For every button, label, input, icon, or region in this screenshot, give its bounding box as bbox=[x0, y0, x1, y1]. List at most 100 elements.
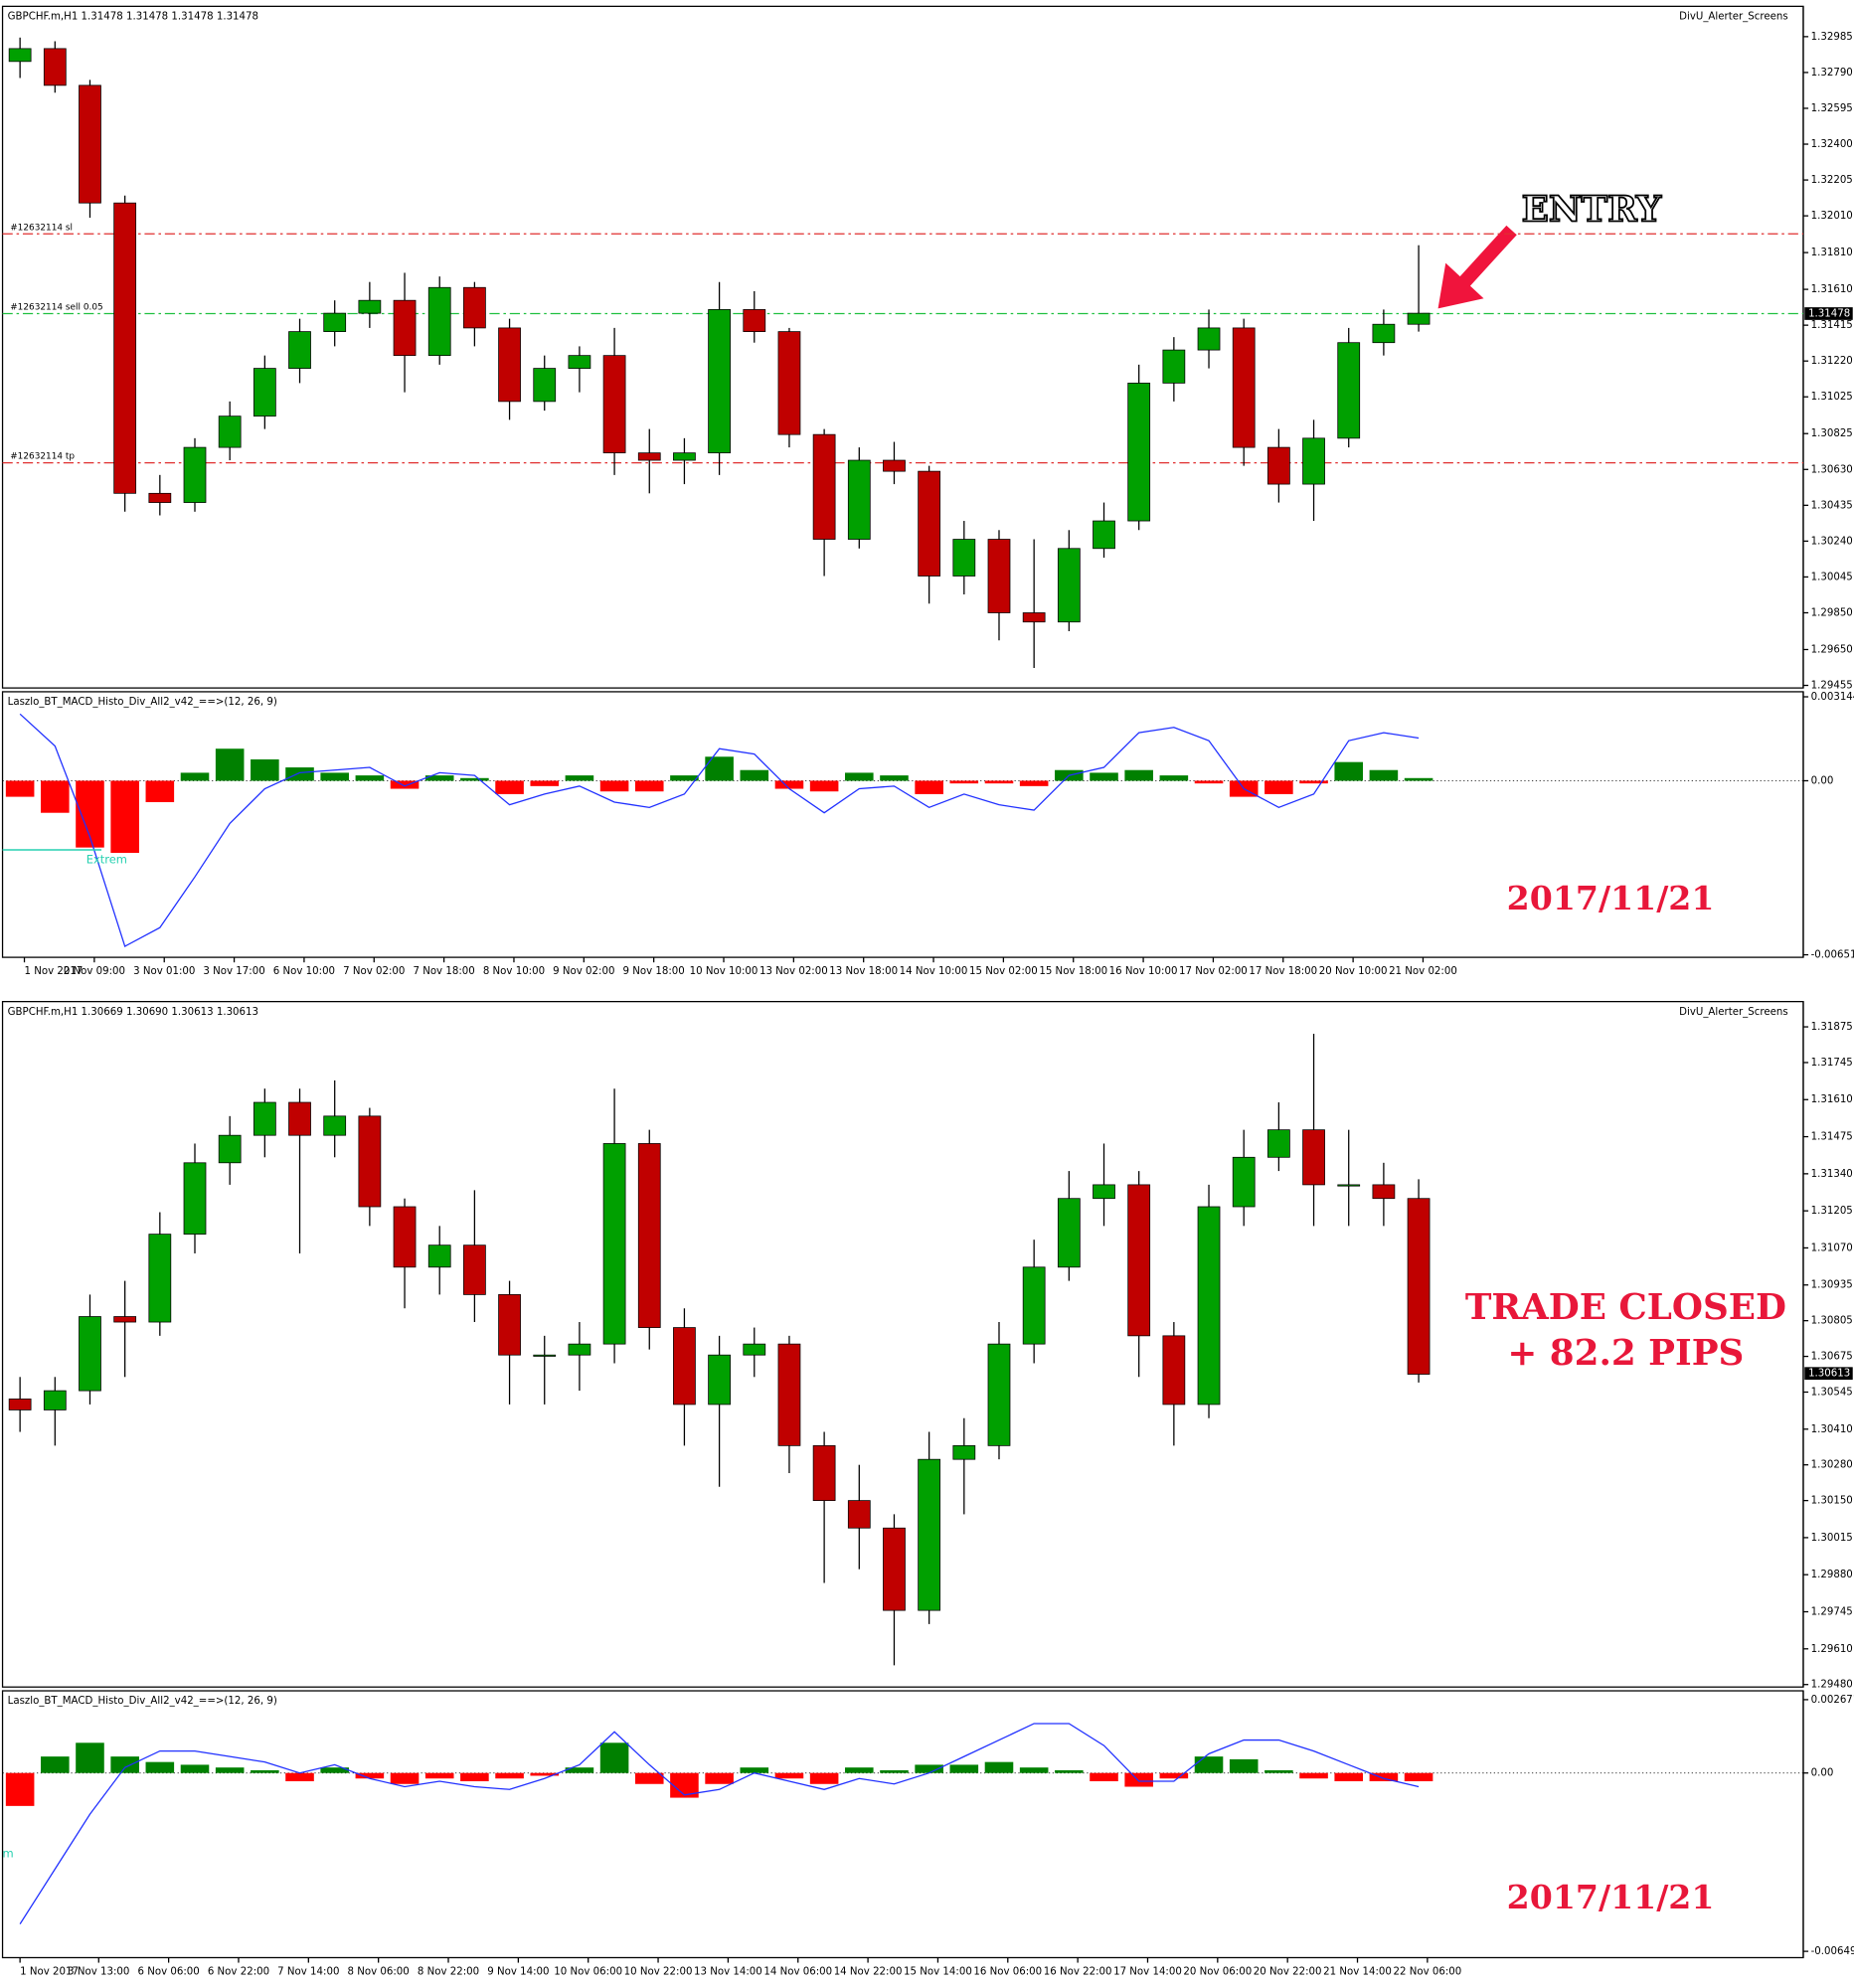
histogram-bar bbox=[880, 1769, 909, 1773]
candle-body bbox=[1162, 1335, 1186, 1406]
candle-body bbox=[1267, 1129, 1290, 1158]
histogram-bar bbox=[390, 1772, 420, 1784]
candle-body bbox=[253, 1101, 276, 1136]
candle-body bbox=[987, 1343, 1011, 1446]
histogram-bar bbox=[355, 1772, 385, 1779]
candle-body bbox=[323, 312, 347, 332]
y-tick-label: 1.32400 bbox=[1811, 139, 1853, 150]
histogram-bar bbox=[424, 1772, 454, 1779]
histogram-bar bbox=[845, 772, 874, 781]
histogram-bar bbox=[1124, 769, 1153, 781]
histogram-bar bbox=[215, 748, 245, 781]
candle-body bbox=[1057, 548, 1081, 623]
y-tick-label: 1.30825 bbox=[1811, 428, 1853, 439]
order-label: #12632114 sl bbox=[10, 223, 73, 233]
candle-body bbox=[218, 1134, 242, 1164]
y-tick-label: 1.32205 bbox=[1811, 175, 1853, 186]
candle-body bbox=[8, 1399, 32, 1410]
histogram-bar bbox=[1264, 780, 1293, 794]
macd-line bbox=[19, 713, 1420, 947]
histogram-bar bbox=[1264, 1769, 1293, 1773]
y-tick-label: 1.30675 bbox=[1811, 1352, 1853, 1363]
candle-body bbox=[427, 286, 451, 357]
extrem-label: m bbox=[3, 1847, 14, 1861]
candle-body bbox=[1162, 349, 1186, 384]
x-tick-label: 16 Nov 10:00 bbox=[1109, 966, 1178, 977]
candle-body bbox=[148, 1234, 172, 1323]
y-tick-label: 1.32010 bbox=[1811, 211, 1853, 222]
candle-body bbox=[1197, 327, 1221, 351]
histogram-bar bbox=[41, 1756, 70, 1773]
candle-body bbox=[918, 470, 941, 577]
candle-body bbox=[1372, 323, 1396, 344]
candle-body bbox=[288, 331, 311, 369]
y-tick-label: 1.30015 bbox=[1811, 1533, 1853, 1544]
candle-body bbox=[1337, 342, 1361, 439]
candle-body bbox=[323, 1115, 347, 1136]
candle-body bbox=[952, 539, 976, 577]
y-tick-label: 0.003144 bbox=[1811, 692, 1854, 703]
candle-body bbox=[637, 452, 661, 461]
x-tick-label: 9 Nov 02:00 bbox=[553, 966, 614, 977]
y-tick-label: -0.006517 bbox=[1811, 950, 1854, 961]
histogram-bar bbox=[809, 1772, 839, 1784]
candle-body bbox=[1232, 327, 1256, 448]
candle-body bbox=[8, 48, 32, 63]
indicator-label: DivU_Alerter_Screens bbox=[1679, 1007, 1788, 1018]
histogram-bar bbox=[1229, 1758, 1259, 1773]
candle-body bbox=[743, 309, 766, 332]
histogram-bar bbox=[285, 767, 314, 781]
x-tick-label: 21 Nov 02:00 bbox=[1389, 966, 1457, 977]
arrow-head bbox=[1437, 262, 1484, 309]
x-tick-label: 8 Nov 22:00 bbox=[418, 1966, 479, 1977]
x-tick-label: 7 Nov 02:00 bbox=[343, 966, 405, 977]
y-tick-label: 1.31810 bbox=[1811, 248, 1853, 258]
candle-body bbox=[1407, 312, 1431, 325]
histogram-bar bbox=[984, 780, 1014, 784]
x-tick-label: 6 Nov 10:00 bbox=[273, 966, 335, 977]
histogram-bar bbox=[565, 775, 594, 781]
histogram-bar bbox=[5, 1772, 35, 1806]
extrem-label: Extrem bbox=[86, 853, 127, 867]
histogram-bar bbox=[1194, 1756, 1224, 1773]
histogram-bar bbox=[599, 780, 629, 792]
candle-body bbox=[113, 1316, 137, 1323]
panel-title: Laszlo_BT_MACD_Histo_Div_All2_v42_==>(12… bbox=[8, 697, 277, 708]
histogram-bar bbox=[949, 780, 979, 784]
candle-body bbox=[883, 1527, 906, 1611]
panel-title: GBPCHF.m,H1 1.30669 1.30690 1.30613 1.30… bbox=[8, 1007, 258, 1018]
x-tick-label: 13 Nov 18:00 bbox=[829, 966, 898, 977]
annotation: TRADE CLOSED bbox=[1465, 1287, 1786, 1328]
histogram-bar bbox=[495, 780, 524, 794]
candle-body bbox=[883, 459, 906, 472]
histogram-bar bbox=[251, 758, 279, 781]
y-tick-label: 1.30545 bbox=[1811, 1387, 1853, 1398]
x-tick-label: 8 Nov 06:00 bbox=[348, 1966, 410, 1977]
y-tick-label: 1.32985 bbox=[1811, 32, 1853, 43]
candle-body bbox=[777, 331, 801, 435]
candle-body bbox=[1232, 1156, 1256, 1208]
histogram-bar bbox=[145, 1761, 175, 1773]
histogram-bar bbox=[145, 780, 175, 802]
histogram-bar bbox=[1194, 780, 1224, 784]
histogram-bar bbox=[809, 780, 839, 792]
histogram-bar bbox=[634, 780, 664, 792]
x-tick-label: 15 Nov 18:00 bbox=[1039, 966, 1107, 977]
candle-body bbox=[1022, 612, 1046, 623]
macd-line bbox=[19, 1723, 1420, 1924]
x-tick-label: 9 Nov 18:00 bbox=[623, 966, 685, 977]
y-tick-label: 1.31205 bbox=[1811, 1206, 1853, 1217]
candle-body bbox=[1127, 1184, 1151, 1337]
y-tick-label: 1.31745 bbox=[1811, 1058, 1853, 1069]
histogram-bar bbox=[110, 1756, 139, 1773]
histogram-bar bbox=[1159, 1772, 1189, 1779]
histogram-bar bbox=[774, 780, 804, 789]
histogram-bar bbox=[215, 1767, 245, 1773]
histogram-bar bbox=[984, 1761, 1014, 1773]
candle-body bbox=[1302, 437, 1325, 485]
candle-body bbox=[1093, 1184, 1115, 1200]
y-tick-label: 1.29650 bbox=[1811, 644, 1853, 655]
y-tick-label: 1.29850 bbox=[1811, 607, 1853, 618]
